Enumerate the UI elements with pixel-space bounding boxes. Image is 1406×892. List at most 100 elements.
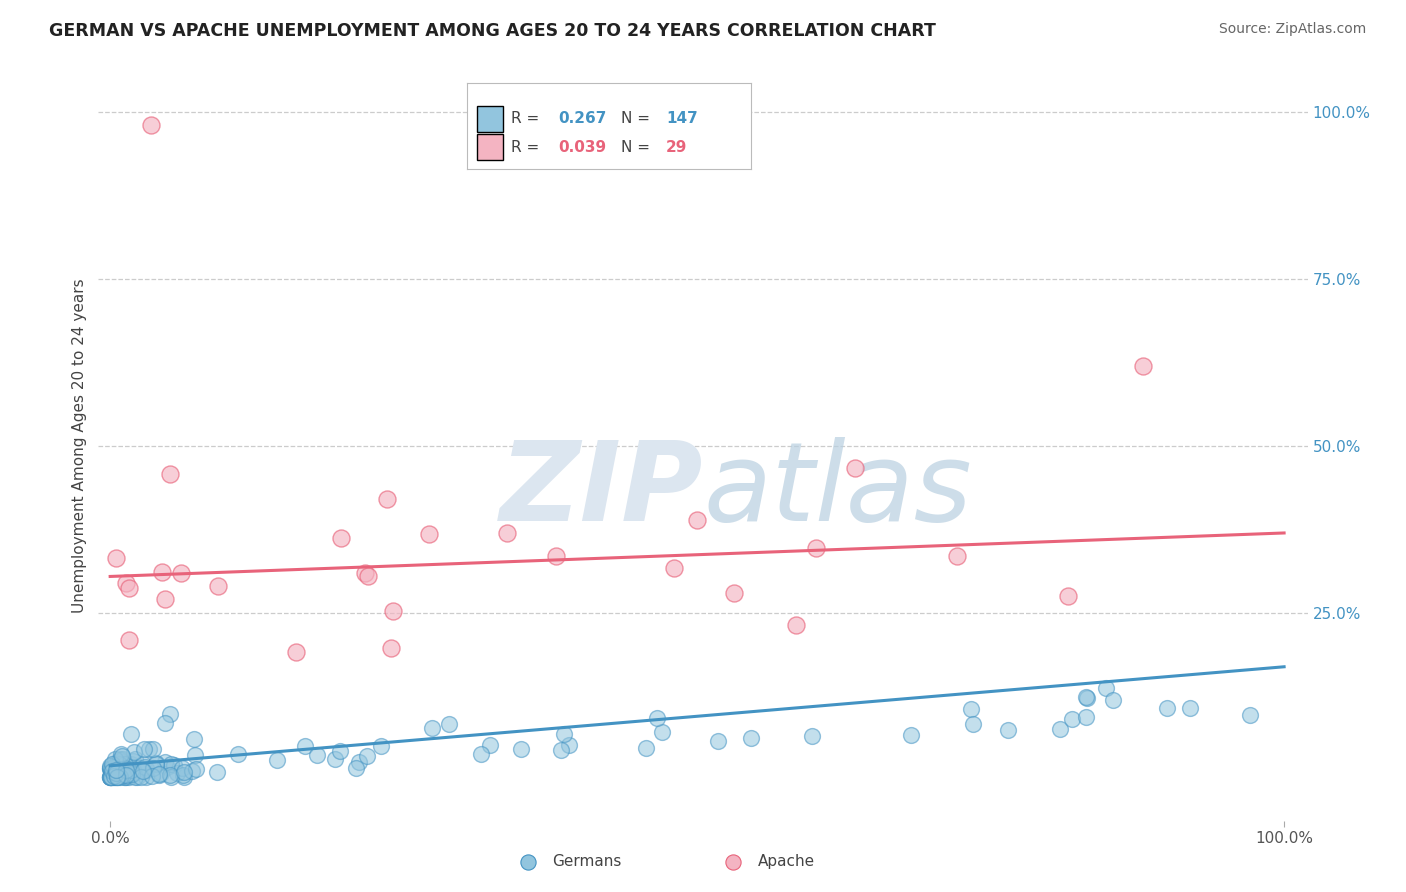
Point <box>100 766 122 780</box>
Point <box>110 763 132 777</box>
Point <box>418 526 440 541</box>
Point <box>101 770 124 784</box>
Point <box>104 770 127 784</box>
Point <box>166 765 188 780</box>
Point <box>132 756 155 771</box>
Point <box>131 770 153 784</box>
Point <box>172 768 194 782</box>
Point <box>100 770 122 784</box>
Point <box>100 767 122 781</box>
Point <box>117 767 139 781</box>
Point <box>112 752 135 766</box>
Point <box>114 761 136 775</box>
Point <box>100 770 122 784</box>
Point <box>124 770 146 784</box>
Point <box>103 770 125 784</box>
Point <box>110 747 132 761</box>
Text: Source: ZipAtlas.com: Source: ZipAtlas.com <box>1219 22 1367 37</box>
Point <box>307 747 329 762</box>
Point <box>118 770 141 784</box>
Point <box>1057 589 1080 603</box>
Point <box>1132 359 1154 373</box>
Point <box>553 727 575 741</box>
Point <box>131 764 153 778</box>
Point <box>121 766 143 780</box>
Point <box>266 753 288 767</box>
Point <box>120 764 142 778</box>
Point <box>496 525 519 540</box>
Point <box>111 755 134 769</box>
Point <box>380 640 402 655</box>
Point <box>108 757 131 772</box>
Point <box>104 770 127 784</box>
Point <box>510 741 533 756</box>
Point <box>145 756 167 771</box>
Point <box>105 770 128 784</box>
Point <box>806 541 828 555</box>
Point <box>98 770 121 784</box>
Point <box>997 723 1019 737</box>
Point <box>962 717 984 731</box>
Point <box>844 461 866 475</box>
Point <box>170 761 193 775</box>
Point <box>132 762 155 776</box>
Point <box>516 810 538 824</box>
Point <box>180 764 202 779</box>
Point <box>153 591 176 606</box>
Point <box>104 751 127 765</box>
Point <box>370 739 392 753</box>
Point <box>150 565 173 579</box>
Point <box>163 757 186 772</box>
Point <box>740 731 762 746</box>
Point <box>118 632 141 647</box>
Point <box>98 762 121 776</box>
Point <box>716 810 738 824</box>
Point <box>105 756 128 770</box>
Point <box>111 758 134 772</box>
Point <box>546 549 568 563</box>
Point <box>1095 681 1118 696</box>
Point <box>101 764 124 779</box>
Point <box>108 753 131 767</box>
Point <box>160 756 183 771</box>
Point <box>104 767 127 781</box>
Point <box>103 766 125 780</box>
Point <box>439 717 461 731</box>
Point <box>108 770 131 784</box>
Point <box>159 768 181 782</box>
Point <box>132 741 155 756</box>
Point <box>100 763 122 777</box>
Point <box>148 768 170 782</box>
Point <box>138 742 160 756</box>
Point <box>104 763 127 777</box>
Point <box>1049 722 1071 736</box>
Point <box>111 748 134 763</box>
Point <box>946 549 969 563</box>
Point <box>101 760 124 774</box>
Text: atlas: atlas <box>703 437 972 544</box>
Point <box>347 755 370 769</box>
Point <box>98 759 121 773</box>
Point <box>114 770 136 784</box>
Point <box>100 761 122 775</box>
Point <box>153 715 176 730</box>
Point <box>141 118 163 132</box>
Point <box>558 739 581 753</box>
Point <box>900 728 922 742</box>
Point <box>101 761 124 775</box>
Point <box>122 765 145 780</box>
Text: Apache: Apache <box>758 855 814 870</box>
Point <box>111 768 134 782</box>
Point <box>100 765 122 780</box>
Point <box>294 739 316 753</box>
Point <box>184 762 207 776</box>
Y-axis label: Unemployment Among Ages 20 to 24 years: Unemployment Among Ages 20 to 24 years <box>72 278 87 614</box>
Point <box>114 763 136 777</box>
Point <box>98 761 121 775</box>
Point <box>122 745 145 759</box>
Point <box>723 585 745 599</box>
Point <box>662 560 685 574</box>
Point <box>104 765 127 780</box>
Point <box>110 762 132 776</box>
Point <box>105 551 128 566</box>
